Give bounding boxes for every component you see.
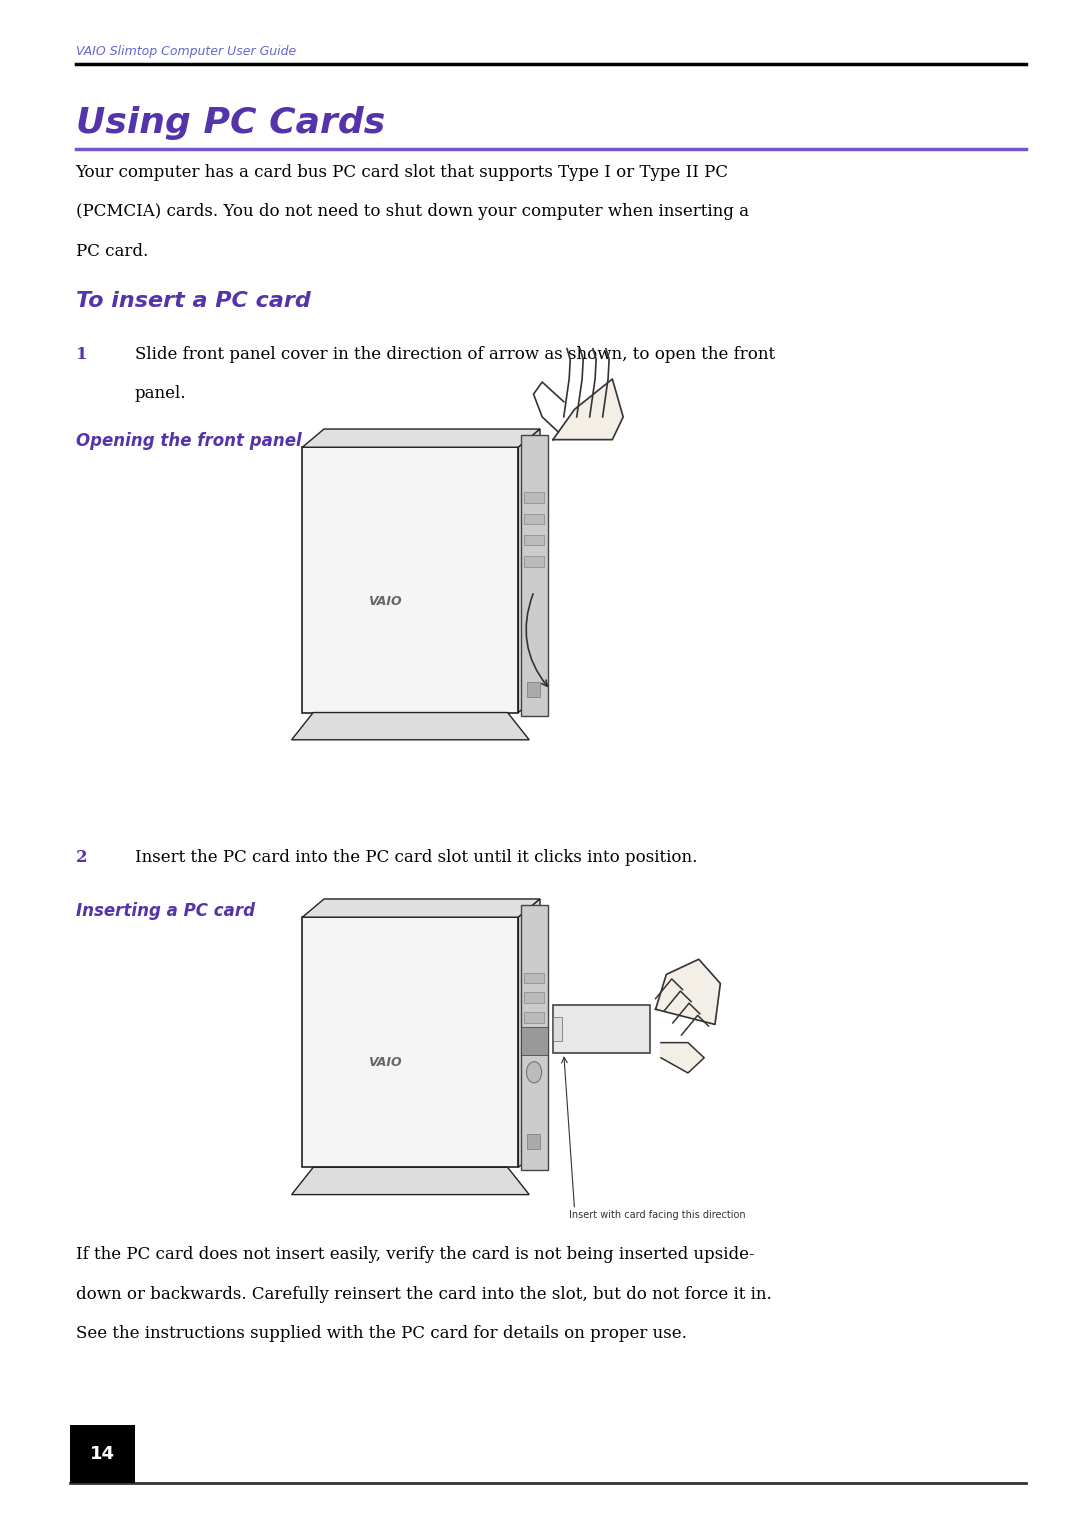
Text: Your computer has a card bus PC card slot that supports Type I or Type II PC: Your computer has a card bus PC card slo… [76,164,729,180]
Polygon shape [292,1167,529,1195]
Polygon shape [302,899,540,917]
Bar [524,993,544,1004]
Bar [302,917,518,1167]
Text: panel.: panel. [135,385,187,402]
Text: VAIO Slimtop Computer User Guide: VAIO Slimtop Computer User Guide [76,44,296,58]
Bar [524,1031,544,1043]
Polygon shape [518,429,540,713]
Polygon shape [661,1043,704,1073]
Bar [527,1134,540,1149]
Bar [524,493,544,503]
Text: 1: 1 [76,346,87,362]
Bar [524,556,544,567]
Text: down or backwards. Carefully reinsert the card into the slot, but do not force i: down or backwards. Carefully reinsert th… [76,1286,771,1302]
Text: Insert the PC card into the PC card slot until it clicks into position.: Insert the PC card into the PC card slot… [135,849,698,866]
Text: Slide front panel cover in the direction of arrow as shown, to open the front: Slide front panel cover in the direction… [135,346,775,362]
Bar [70,1425,135,1483]
Bar [524,535,544,546]
Polygon shape [302,429,540,447]
Text: PC card.: PC card. [76,243,148,259]
Text: See the instructions supplied with the PC card for details on proper use.: See the instructions supplied with the P… [76,1325,687,1342]
Bar [524,973,544,984]
Bar [521,905,548,1170]
Text: Using PC Cards: Using PC Cards [76,106,384,139]
Text: Opening the front panel: Opening the front panel [76,432,301,450]
Text: 14: 14 [90,1445,116,1463]
Bar [553,1017,562,1041]
Text: If the PC card does not insert easily, verify the card is not being inserted ups: If the PC card does not insert easily, v… [76,1246,754,1263]
Text: (PCMCIA) cards. You do not need to shut down your computer when inserting a: (PCMCIA) cards. You do not need to shut … [76,203,748,220]
Polygon shape [518,899,540,1167]
Text: 2: 2 [76,849,87,866]
Text: To insert a PC card: To insert a PC card [76,291,310,311]
Bar [521,1028,548,1055]
Bar [524,1013,544,1022]
Bar [521,435,548,716]
Polygon shape [553,379,623,440]
Text: VAIO: VAIO [367,1055,402,1069]
Polygon shape [656,960,720,1025]
Bar [553,1005,650,1054]
Circle shape [527,1061,542,1082]
Text: Insert with card facing this direction: Insert with card facing this direction [569,1210,746,1220]
Bar [527,682,540,697]
Text: Inserting a PC card: Inserting a PC card [76,902,255,920]
Bar [524,514,544,525]
Bar [302,447,518,713]
Text: VAIO: VAIO [367,594,402,608]
Polygon shape [292,713,529,740]
